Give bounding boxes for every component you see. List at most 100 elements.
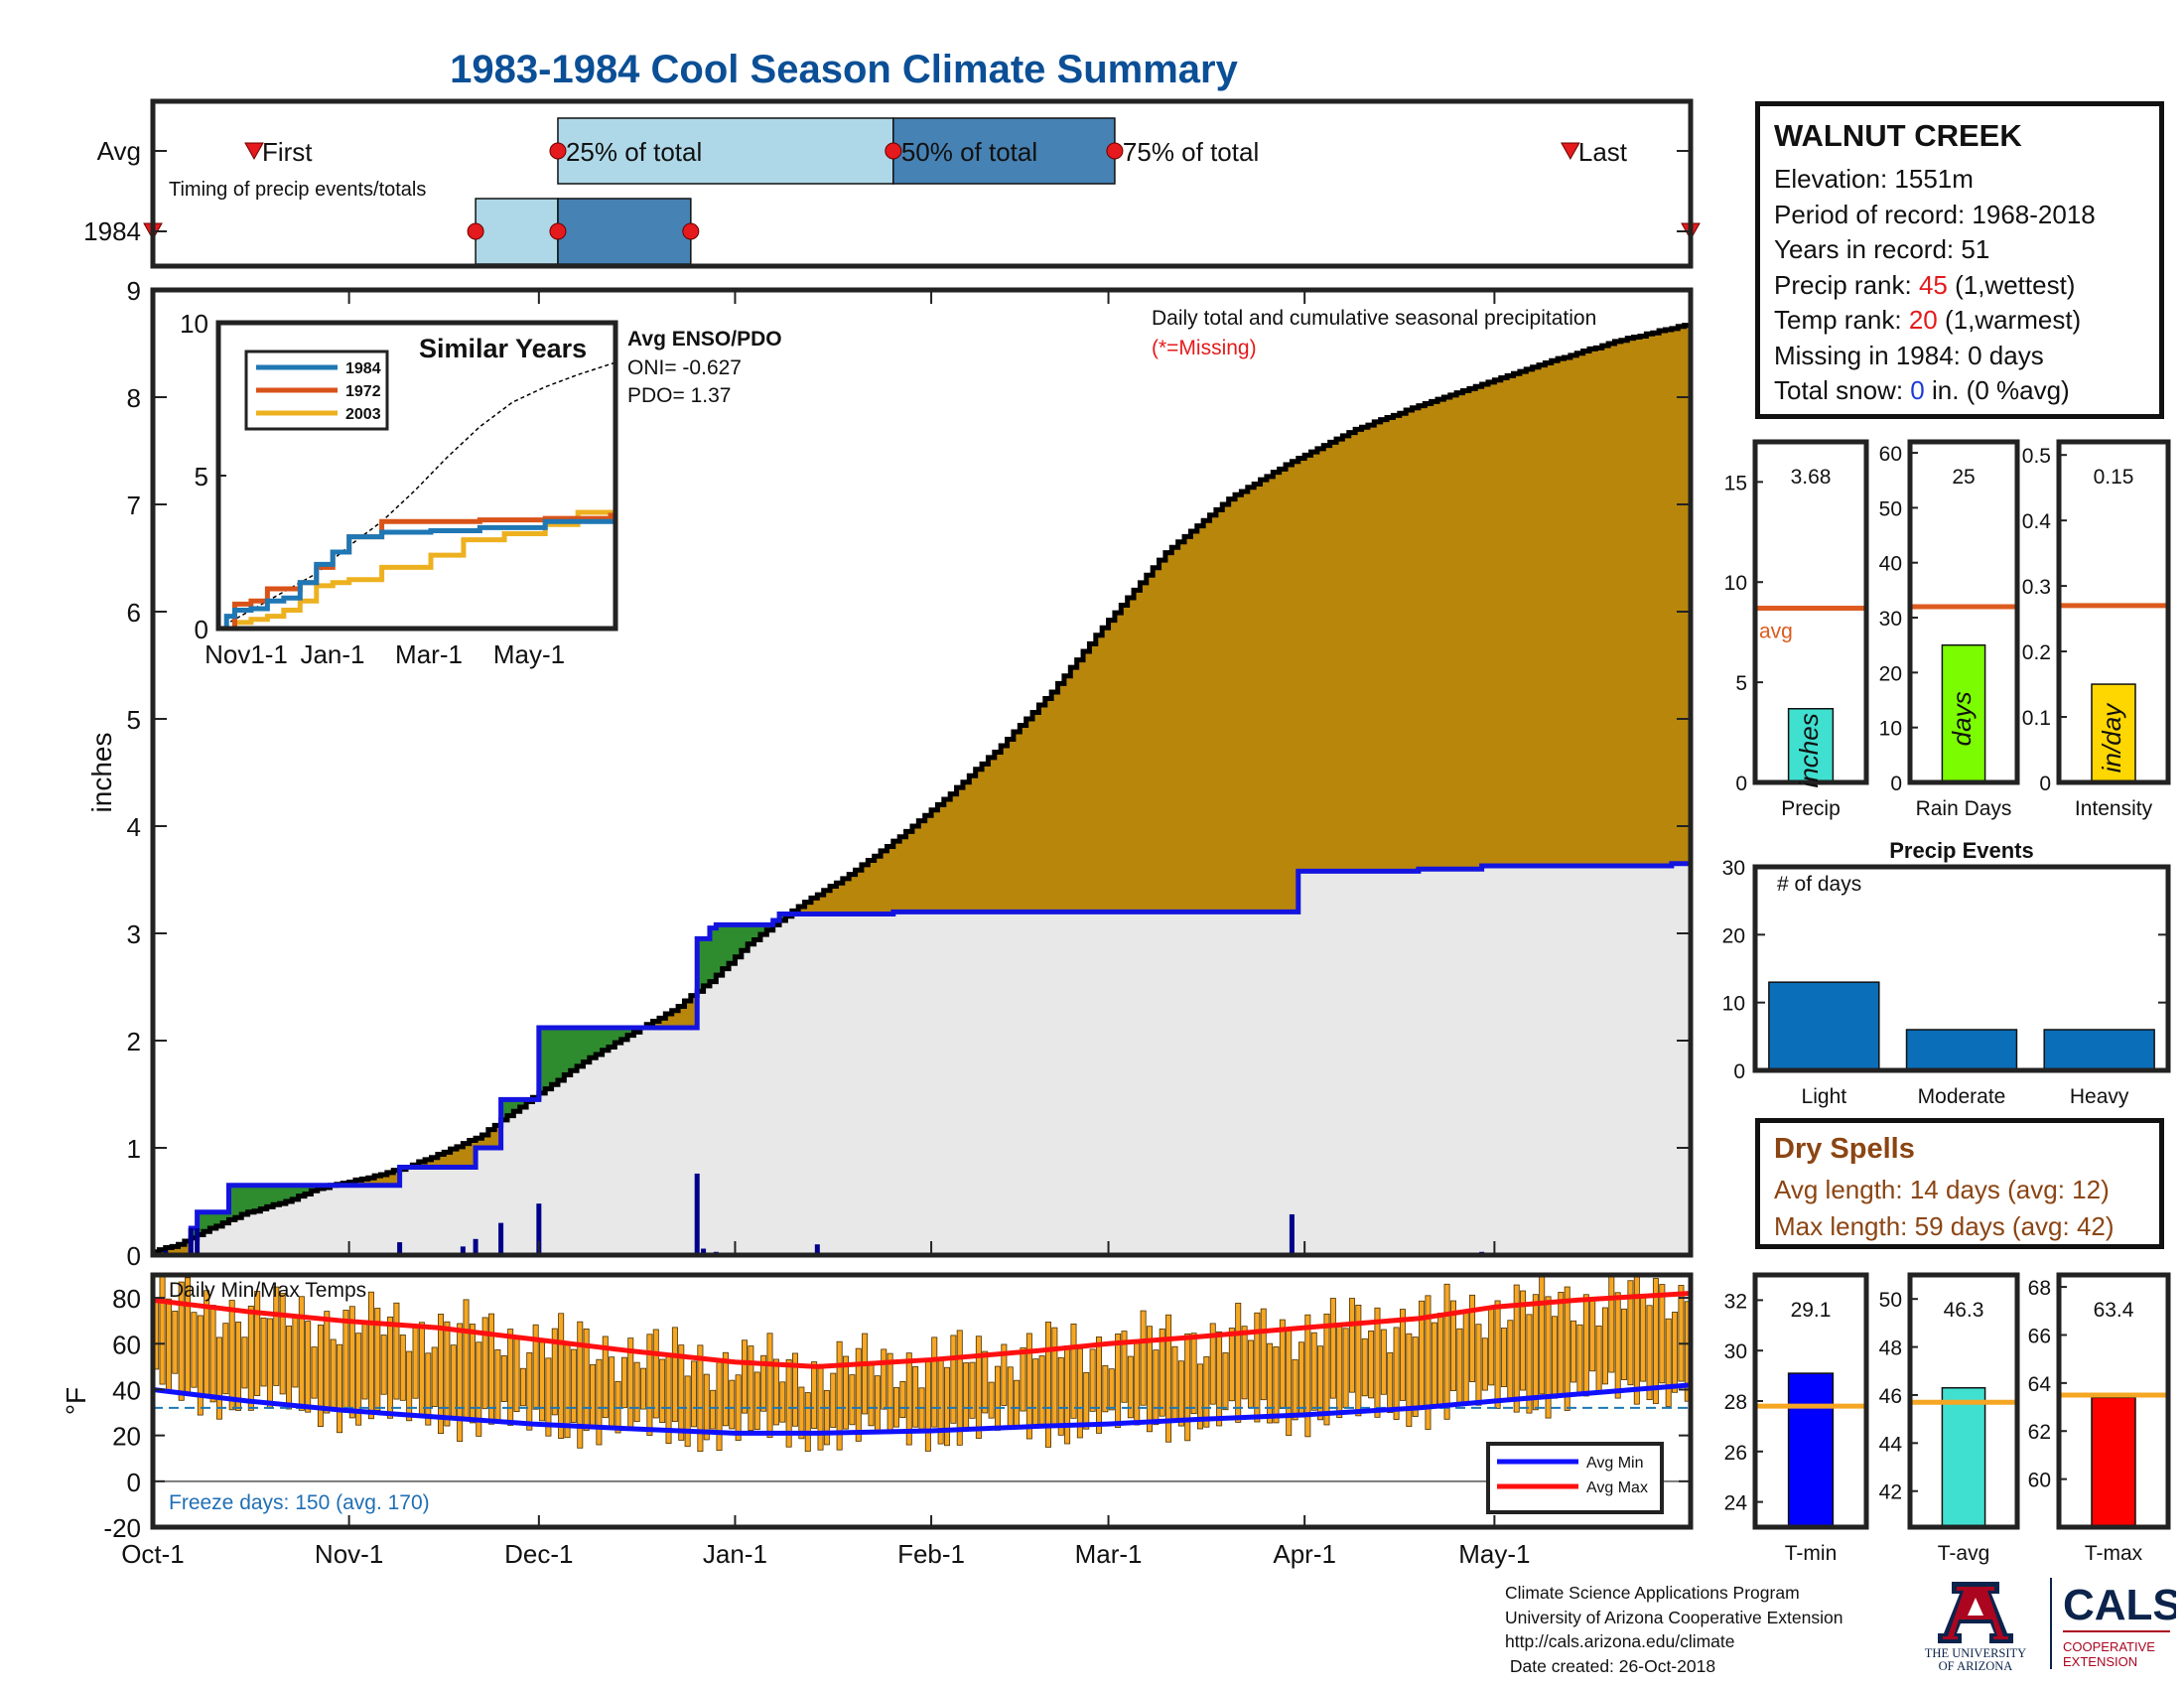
- t-max-tick-label-68: 68: [2028, 1277, 2051, 1300]
- t-avg-frame: [1907, 1272, 2020, 1530]
- daily-temp-bar-188: [1342, 1328, 1349, 1409]
- daily-temp-bar-201: [1425, 1295, 1432, 1430]
- daily-temp-bar-183: [1310, 1332, 1317, 1411]
- daily-temp-bar-139: [1032, 1358, 1039, 1427]
- daily-temp-bar-227: [1589, 1299, 1596, 1372]
- daily-temp-bar-207: [1462, 1310, 1469, 1404]
- temp-xtick-label-Dec-1: Dec-1: [504, 1539, 573, 1569]
- daily-temp-bar-28: [330, 1338, 337, 1412]
- dry-spells-max: Max length: 59 days (avg: 42): [1774, 1211, 2115, 1241]
- daily-temp-bar-60: [532, 1324, 539, 1410]
- daily-temp-bar-225: [1576, 1324, 1583, 1393]
- daily-temp-bar-111: [855, 1347, 862, 1442]
- similar-years-xtick-label-2: Mar-1: [395, 639, 463, 669]
- daily-temp-bar-34: [367, 1291, 374, 1420]
- daily-temp-bar-98: [772, 1358, 779, 1426]
- daily-temp-bar-3: [172, 1311, 179, 1374]
- season-cumulative-fill: [153, 860, 1691, 1255]
- temp-xtick-label-Feb-1: Feb-1: [897, 1539, 965, 1569]
- daily-temp-bar-153: [1121, 1331, 1128, 1403]
- daily-temp-bar-54: [494, 1349, 501, 1424]
- similar-years-xtick-label-1: Jan-1: [300, 639, 364, 669]
- precip-events-label-moderate: Moderate: [1918, 1085, 2006, 1108]
- snow-note: in. (0 %avg): [1924, 375, 2070, 405]
- precip-events-tick-label-0: 0: [1733, 1060, 1745, 1083]
- precip-ytick-label-8: 8: [127, 383, 141, 413]
- daily-temp-bar-13: [235, 1322, 242, 1411]
- daily-temp-bar-175: [1260, 1308, 1267, 1401]
- precip-total-frame: [1752, 439, 1869, 785]
- rain-days-unit-label: days: [1947, 691, 1977, 746]
- daily-temp-bar-162: [1177, 1360, 1184, 1427]
- daily-temp-bar-45: [438, 1314, 445, 1435]
- daily-temp-bar-86: [697, 1344, 704, 1453]
- precip-annotation: Daily total and cumulative seasonal prec…: [1152, 307, 1596, 330]
- precip-ytick-label-6: 6: [127, 598, 141, 628]
- intensity-tick-label-0.5: 0.5: [2022, 445, 2051, 468]
- daily-temp-bar-78: [646, 1334, 653, 1436]
- precip-total-unit-label: inches: [1794, 713, 1824, 787]
- daily-temp-bar-185: [1323, 1313, 1330, 1426]
- daily-temp-bar-26: [317, 1325, 324, 1428]
- daily-temp-bar-204: [1443, 1283, 1450, 1420]
- similar-years-ytick-label-0: 0: [195, 615, 208, 644]
- daily-temp-bar-154: [1127, 1355, 1134, 1419]
- daily-temp-bar-172: [1241, 1326, 1248, 1400]
- daily-temp-bar-43: [425, 1352, 432, 1426]
- enso-pdo: PDO= 1.37: [627, 384, 731, 407]
- daily-precip-bar-6: [498, 1222, 504, 1255]
- daily-temp-bar-219: [1539, 1275, 1546, 1395]
- daily-precip-bar-1: [188, 1228, 194, 1255]
- daily-precip-bar-3: [397, 1242, 403, 1255]
- precip-total-tick-label-15: 15: [1724, 472, 1747, 494]
- precip-total-value-label: 3.68: [1791, 466, 1832, 489]
- daily-temp-bar-159: [1159, 1328, 1165, 1417]
- daily-temp-bar-119: [905, 1352, 912, 1446]
- daily-temp-bar-240: [1672, 1312, 1679, 1393]
- daily-temp-bar-63: [551, 1328, 558, 1416]
- t-max-tick-label-64: 64: [2028, 1373, 2052, 1396]
- daily-temp-bar-222: [1558, 1292, 1565, 1395]
- temp-xtick-label-Apr-1: Apr-1: [1273, 1539, 1336, 1569]
- t-max-bar: [2091, 1396, 2136, 1528]
- daily-precip-bar-11: [814, 1244, 820, 1255]
- daily-temp-bar-49: [463, 1299, 470, 1421]
- precip-plot-area: [153, 323, 1691, 1255]
- daily-temp-bar-44: [431, 1346, 438, 1407]
- daily-temp-bar-70: [596, 1358, 603, 1446]
- daily-temp-bar-36: [380, 1335, 387, 1395]
- daily-temp-bar-217: [1526, 1314, 1533, 1414]
- dry-spells-panel: Dry Spells Avg length: 14 days (avg: 12)…: [1755, 1118, 2164, 1249]
- similar-years-title: Similar Years: [419, 334, 587, 363]
- t-avg-tick-label-46: 46: [1879, 1385, 1902, 1408]
- daily-temp-bar-155: [1134, 1341, 1141, 1426]
- daily-temp-bar-1: [159, 1275, 166, 1385]
- daily-temp-bar-158: [1153, 1349, 1160, 1426]
- enso-title: Avg ENSO/PDO: [627, 328, 782, 351]
- t-max-value-label: 63.4: [2094, 1299, 2134, 1322]
- daily-temp-bar-79: [652, 1329, 659, 1419]
- precip-events-tick-label-10: 10: [1722, 993, 1745, 1016]
- credits-url[interactable]: http://cals.arizona.edu/climate: [1505, 1631, 1735, 1651]
- daily-temp-bar-104: [811, 1361, 818, 1429]
- daily-temp-bar-215: [1513, 1284, 1520, 1413]
- intensity-tick-label-0.4: 0.4: [2022, 510, 2052, 533]
- timing-1984-box-25-50: [475, 198, 559, 265]
- daily-temp-bar-212: [1494, 1300, 1501, 1409]
- daily-temp-bar-195: [1387, 1351, 1394, 1414]
- cals-logo-sub-2: EXTENSION: [2063, 1654, 2137, 1669]
- daily-temp-bar-193: [1374, 1307, 1381, 1418]
- daily-temp-bar-237: [1652, 1278, 1659, 1404]
- daily-temp-bar-69: [590, 1363, 597, 1428]
- daily-temp-bar-22: [292, 1317, 299, 1388]
- daily-temp-bar-135: [1007, 1366, 1014, 1427]
- daily-temp-bar-107: [830, 1372, 837, 1428]
- temp-xtick-label-Nov-1: Nov-1: [315, 1539, 383, 1569]
- daily-temp-bar-19: [273, 1286, 280, 1386]
- daily-temp-bar-102: [798, 1386, 805, 1440]
- daily-temp-bar-2: [165, 1298, 172, 1394]
- daily-temp-bar-21: [286, 1326, 293, 1410]
- daily-temp-bar-52: [481, 1317, 488, 1410]
- t-avg-tick-label-42: 42: [1879, 1481, 1902, 1504]
- daily-temp-bar-157: [1146, 1326, 1153, 1433]
